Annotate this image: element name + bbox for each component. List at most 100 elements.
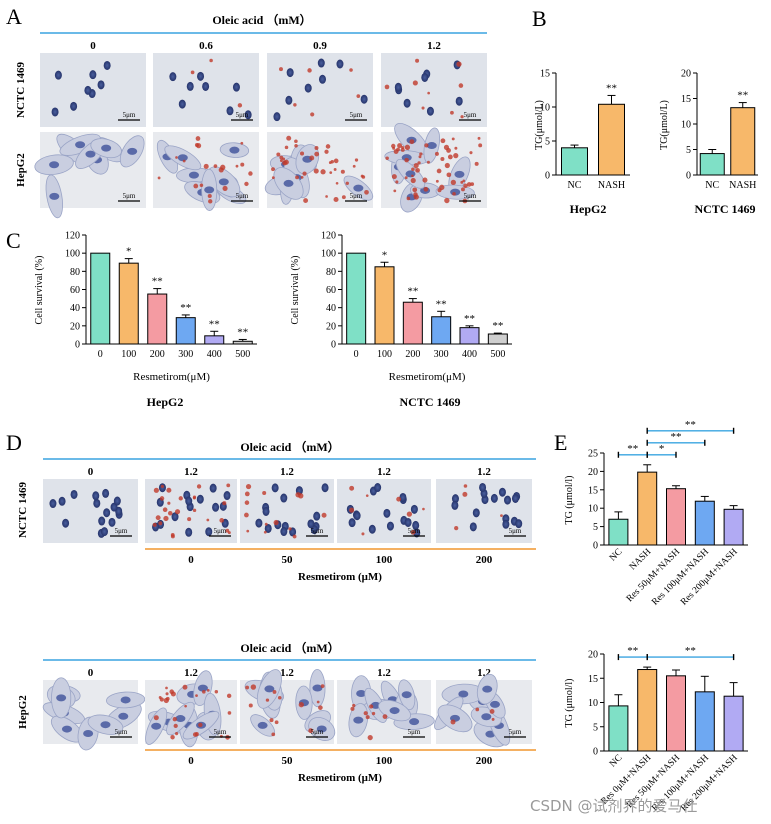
- lipid-droplet: [363, 711, 368, 716]
- y-tick-label: 25: [588, 449, 598, 460]
- lipid-droplet: [489, 709, 495, 714]
- cell-nucleus: [212, 502, 220, 512]
- lipid-droplet: [450, 719, 456, 725]
- lipid-droplet: [207, 193, 212, 199]
- lipid-droplet: [284, 145, 289, 150]
- lipid-droplet: [192, 496, 196, 500]
- cell-nucleus: [280, 527, 288, 537]
- cell-nucleus: [93, 498, 101, 508]
- lipid-droplet: [152, 522, 157, 527]
- cell-nucleus: [204, 186, 215, 194]
- cell-nucleus: [205, 527, 213, 537]
- cell-nucleus: [97, 80, 105, 90]
- lipid-droplet: [356, 94, 361, 99]
- y-tick-label: 100: [65, 249, 80, 260]
- cell-nucleus: [455, 96, 463, 106]
- lipid-droplet: [182, 159, 186, 163]
- chart-b2: 0 5 10 15 20 TG(μmol/L) NC ** NASH NCTC 1469: [659, 69, 758, 216]
- y-tick-label: 80: [326, 267, 336, 278]
- lipid-droplet: [196, 484, 202, 489]
- lipid-droplet: [418, 155, 422, 159]
- lipid-droplet: [385, 156, 389, 160]
- x-tick-label: 500: [490, 349, 505, 360]
- lipid-droplet: [167, 501, 171, 505]
- lipid-droplet: [248, 171, 253, 176]
- y-tick-label: 0: [331, 340, 336, 351]
- x-tick-label: 0: [98, 349, 103, 360]
- cell-nucleus: [401, 154, 412, 162]
- x-tick-label: 200: [150, 349, 165, 360]
- y-tick-label: 120: [65, 231, 80, 242]
- oleic-concentration-label: 0: [88, 466, 94, 478]
- lipid-droplet: [469, 151, 473, 155]
- micrograph-a-nctc: 5μm: [267, 53, 373, 127]
- lipid-droplet: [424, 143, 429, 148]
- cell-nucleus: [169, 72, 177, 82]
- lipid-droplet: [330, 160, 334, 164]
- lipid-droplet: [364, 189, 369, 195]
- lipid-droplet: [153, 715, 159, 721]
- x-tick-label: 200: [405, 349, 420, 360]
- lipid-droplet: [324, 149, 329, 154]
- lipid-droplet: [244, 491, 250, 497]
- resmetirom-label: Resmetirom (μM): [298, 772, 382, 784]
- bar: [723, 508, 744, 546]
- bar: [637, 471, 658, 546]
- lipid-droplet: [173, 723, 178, 729]
- oleic-concentration-label: 1.2: [377, 466, 391, 478]
- x-tick-label: 100: [121, 349, 136, 360]
- lipid-droplet: [341, 195, 346, 200]
- cell-nucleus: [92, 491, 100, 501]
- y-tick-label: 15: [681, 94, 691, 105]
- chart-c1: 0 20 40 60 80 100 120 Cell survival (%) 0 * 100 ** 2…: [34, 231, 257, 409]
- lipid-droplet: [463, 183, 468, 189]
- watermark: CSDN @试剂界的爱马仕: [530, 797, 698, 815]
- lipid-droplet: [404, 176, 408, 180]
- cell-nucleus: [197, 71, 205, 81]
- lipid-droplet: [444, 197, 450, 204]
- micrograph-d: 5μm: [337, 479, 431, 543]
- bar: [608, 705, 629, 752]
- lipid-droplet: [303, 198, 309, 203]
- lipid-droplet: [451, 137, 455, 141]
- micrograph-d: 5μm: [240, 479, 334, 543]
- cell-nucleus: [103, 60, 111, 70]
- cell-nucleus: [49, 499, 57, 509]
- bar: [487, 333, 508, 345]
- bracket-label: **: [685, 645, 696, 657]
- x-tick-label: 0: [354, 349, 359, 360]
- cell-nucleus: [70, 489, 78, 499]
- cell-nucleus: [171, 512, 179, 522]
- y-tick-label: 0: [686, 171, 691, 182]
- y-tick-label: 20: [588, 467, 598, 478]
- cell-nucleus: [426, 142, 437, 150]
- cell-nucleus: [317, 58, 325, 68]
- cell-nucleus: [185, 496, 193, 506]
- lipid-droplet: [345, 181, 349, 185]
- y-tick-label: 10: [540, 103, 550, 114]
- lipid-droplet: [165, 686, 168, 690]
- bar: [699, 153, 725, 176]
- cell-nucleus: [304, 83, 312, 93]
- lipid-droplet: [410, 177, 416, 184]
- lipid-droplet: [153, 487, 159, 493]
- cell-nucleus: [49, 161, 60, 169]
- lipid-droplet: [313, 168, 319, 174]
- lipid-droplet: [298, 702, 304, 708]
- resmetirom-concentration-label: 100: [376, 554, 393, 566]
- lipid-droplet: [163, 697, 169, 704]
- micrograph-a-hepg2: 5μm: [381, 123, 487, 213]
- lipid-droplet: [272, 690, 277, 694]
- chart-title: NCTC 1469: [694, 202, 755, 216]
- resmetirom-concentration-label: 200: [476, 755, 493, 767]
- lipid-droplet: [219, 518, 225, 523]
- y-tick-label: 10: [681, 120, 691, 131]
- lipid-droplet: [162, 507, 168, 513]
- y-axis-label: TG(μmol/L): [534, 100, 545, 150]
- lipid-droplet: [393, 189, 397, 193]
- lipid-droplet: [309, 155, 315, 161]
- panel-letter-b: B: [532, 6, 547, 31]
- lipid-droplet: [187, 517, 192, 522]
- bar: [608, 518, 629, 546]
- bar: [118, 262, 139, 345]
